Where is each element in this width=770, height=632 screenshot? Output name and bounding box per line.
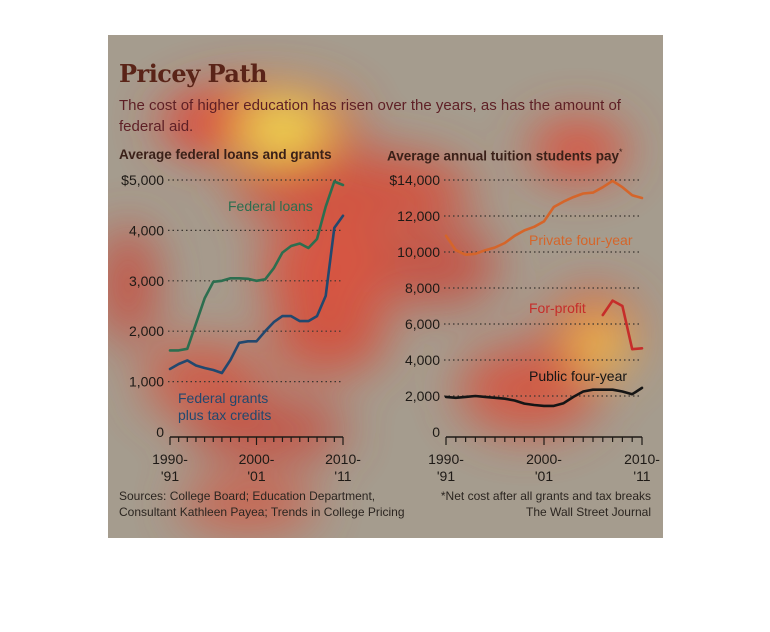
x-tick-label: '91	[161, 468, 179, 484]
series-label: Federal grants	[178, 390, 268, 406]
x-tick-label: 1990-	[428, 451, 464, 467]
x-tick-label: '11	[334, 468, 351, 484]
y-tick-label: 12,000	[397, 208, 440, 224]
y-tick-label: 4,000	[129, 222, 164, 238]
x-tick-label: 1990-	[152, 451, 188, 467]
footnote: *Net cost after all grants and tax break…	[441, 488, 651, 520]
heatmap-overlay	[108, 83, 638, 531]
series-label: For-profit	[529, 300, 586, 316]
y-tick-label: $14,000	[389, 172, 440, 188]
chart-title: Pricey Path	[119, 59, 267, 88]
right-chart-heading-marker: *	[619, 147, 623, 157]
series-label: Federal loans	[228, 198, 313, 214]
series-line	[168, 214, 345, 375]
y-tick-label: 2,000	[405, 388, 440, 404]
right-chart-heading-text: Average annual tuition students pay	[387, 148, 620, 164]
x-tick-label: 2000-	[239, 451, 275, 467]
series-line	[168, 180, 345, 352]
y-tick-label: 8,000	[405, 280, 440, 296]
x-tick-label: '01	[247, 468, 265, 484]
series-line	[444, 386, 644, 408]
y-tick-label: $5,000	[121, 172, 164, 188]
y-tick-label: 0	[156, 424, 164, 440]
x-tick-label: 2010-	[624, 451, 660, 467]
sources-line-2: Consultant Kathleen Payea; Trends in Col…	[119, 505, 405, 519]
charts-svg: 01,0002,0003,0004,000$5,0001990-'912000-…	[121, 172, 660, 484]
footnote-text: *Net cost after all grants and tax break…	[440, 489, 651, 503]
sources-line-1: Sources: College Board; Education Depart…	[119, 489, 376, 503]
x-tick-label: 2000-	[526, 451, 562, 467]
series-line	[601, 299, 644, 351]
left-chart-heading: Average federal loans and grants	[119, 147, 332, 162]
right-chart-heading: Average annual tuition students pay*	[387, 147, 623, 164]
y-tick-label: 10,000	[397, 244, 440, 260]
y-tick-label: 1,000	[129, 374, 164, 390]
series-label: Public four-year	[529, 368, 627, 384]
sources-note: Sources: College Board; Education Depart…	[119, 488, 405, 520]
x-tick-label: 2010-	[325, 451, 361, 467]
y-tick-label: 6,000	[405, 316, 440, 332]
y-tick-label: 4,000	[405, 352, 440, 368]
series-label: plus tax credits	[178, 407, 271, 423]
chart-panel: Pricey Path The cost of higher education…	[108, 35, 663, 538]
series-line	[444, 179, 644, 256]
chart-subtitle: The cost of higher education has risen o…	[119, 97, 621, 135]
y-tick-label: 2,000	[129, 323, 164, 339]
y-tick-label: 0	[432, 424, 440, 440]
x-tick-label: '11	[633, 468, 650, 484]
x-tick-label: '01	[535, 468, 553, 484]
y-tick-label: 3,000	[129, 273, 164, 289]
credit-text: The Wall Street Journal	[526, 505, 651, 519]
series-label: Private four-year	[529, 232, 633, 248]
x-tick-label: '91	[437, 468, 455, 484]
